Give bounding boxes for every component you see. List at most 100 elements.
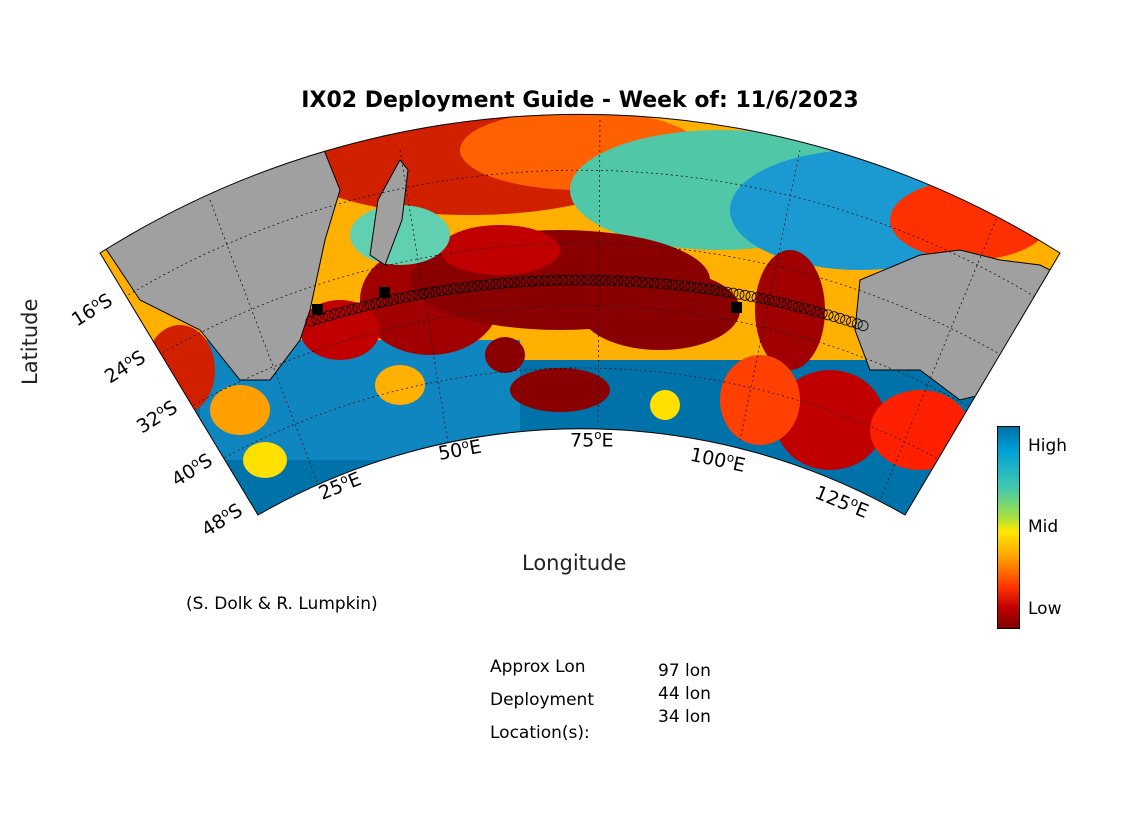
transect-point xyxy=(816,307,828,319)
transect-point xyxy=(715,285,727,297)
transect-point xyxy=(569,274,581,286)
transect-point xyxy=(793,301,804,313)
transect-point xyxy=(514,276,526,288)
colorbar-high-label: High xyxy=(1028,436,1068,456)
transect-point xyxy=(691,282,703,294)
transect-point xyxy=(781,298,793,310)
deployment-header-line: Deployment xyxy=(490,690,594,710)
transect-point xyxy=(429,286,441,298)
transect-point xyxy=(618,275,630,287)
transect-point xyxy=(484,279,496,290)
transect-point xyxy=(417,288,429,300)
credit-text: (S. Dolk & R. Lumpkin) xyxy=(186,594,378,614)
transect-point xyxy=(685,281,697,293)
transect-point xyxy=(636,276,648,288)
transect-point xyxy=(697,282,709,294)
colorbar xyxy=(997,426,1020,629)
transect-point xyxy=(460,281,472,293)
deployment-marker-44 xyxy=(379,287,390,298)
transect-point xyxy=(846,316,857,328)
transect-point xyxy=(655,278,666,290)
transect-point xyxy=(727,287,739,299)
colorbar-low-label: Low xyxy=(1028,599,1062,619)
deployment-header: Approx Lon Deployment Location(s): xyxy=(490,651,594,750)
transect-point xyxy=(346,303,358,315)
map-field xyxy=(100,114,1060,516)
transect-point xyxy=(733,288,745,300)
transect-point xyxy=(739,289,751,301)
deployment-marker-34 xyxy=(312,304,323,315)
transect-point xyxy=(527,275,538,287)
transect-point xyxy=(745,290,757,302)
transect-point xyxy=(490,278,502,290)
transect-point xyxy=(370,298,382,309)
transect-point xyxy=(496,277,508,289)
transect-point xyxy=(679,280,691,292)
transect-point xyxy=(612,275,624,287)
transect-point xyxy=(502,277,514,289)
transect-point xyxy=(545,275,557,286)
deployment-header-line: Location(s): xyxy=(490,723,590,743)
transect-point xyxy=(661,278,672,290)
transect-point xyxy=(364,299,376,311)
transect-point xyxy=(448,283,459,295)
transect-point xyxy=(442,284,453,296)
transect-point xyxy=(721,286,733,298)
transect-line xyxy=(305,274,869,332)
y-axis-label: Latitude xyxy=(18,298,42,385)
deployment-marker-97 xyxy=(731,302,742,313)
transect-point xyxy=(478,279,490,291)
transect-point xyxy=(393,292,405,304)
transect-point xyxy=(805,304,816,316)
transect-point xyxy=(520,276,532,288)
transect-point xyxy=(588,274,599,286)
transect-point xyxy=(606,275,618,287)
transect-point xyxy=(539,275,550,287)
transect-point xyxy=(557,274,569,286)
transect-point xyxy=(630,276,642,288)
transect-point xyxy=(563,274,575,286)
transect-point xyxy=(834,312,846,324)
transect-point xyxy=(508,276,520,288)
transect-point xyxy=(388,294,399,305)
transect-point xyxy=(828,311,840,323)
deployment-locations: 97 lon 44 lon 34 lon xyxy=(658,660,711,729)
transect-point xyxy=(533,275,544,287)
transect-point xyxy=(857,320,869,332)
transect-point xyxy=(352,302,364,314)
transect-point xyxy=(757,293,769,305)
transect-point xyxy=(581,274,593,286)
deployment-location: 34 lon xyxy=(658,707,711,727)
transect-point xyxy=(810,306,822,318)
transect-point xyxy=(673,279,684,291)
transect-point xyxy=(334,307,346,319)
transect-point xyxy=(709,284,721,296)
transect-point xyxy=(399,291,411,303)
transect-point xyxy=(423,287,435,299)
transect-point xyxy=(648,277,660,289)
chart-title: IX02 Deployment Guide - Week of: 11/6/20… xyxy=(301,88,859,113)
transect-point xyxy=(787,300,799,311)
transect-point xyxy=(667,279,678,291)
transect-point xyxy=(340,305,352,317)
deployment-location: 44 lon xyxy=(658,684,711,704)
lon-tick-75: 75oE xyxy=(570,428,614,452)
transect-point xyxy=(624,275,636,287)
x-axis-label: Longitude xyxy=(522,551,627,575)
transect-point xyxy=(472,280,484,292)
transect-point xyxy=(822,309,834,321)
transect-point xyxy=(405,290,417,302)
transect-point xyxy=(411,289,423,301)
transect-point xyxy=(454,282,466,294)
transect-point xyxy=(358,300,370,312)
transect-point xyxy=(769,295,781,307)
transect-point xyxy=(775,297,787,309)
transect-point xyxy=(594,274,605,286)
transect-point xyxy=(763,294,775,306)
transect-point xyxy=(466,281,478,292)
transect-point xyxy=(642,277,654,289)
deployment-header-line: Approx Lon xyxy=(490,657,586,677)
colorbar-mid-label: Mid xyxy=(1028,517,1059,537)
transect-point xyxy=(551,274,563,286)
deployment-location: 97 lon xyxy=(658,661,711,681)
